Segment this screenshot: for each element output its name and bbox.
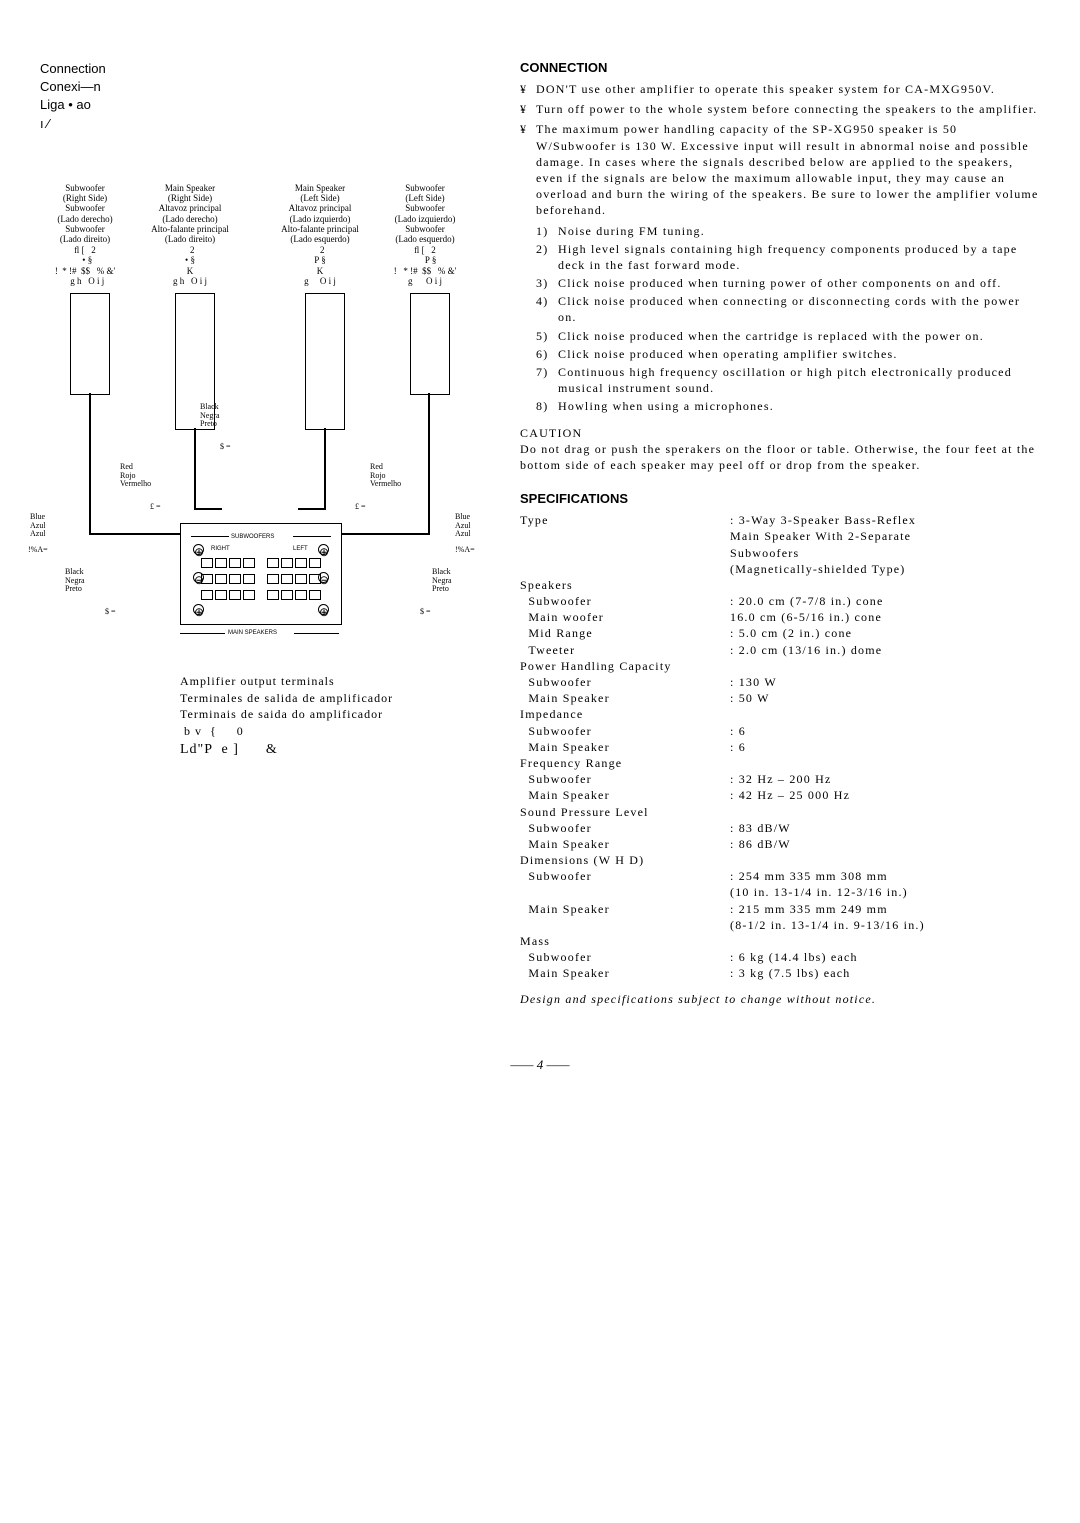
caution-heading: CAUTION: [520, 425, 1040, 441]
amp-sub-label: SUBWOOFERS: [231, 534, 274, 540]
box-sub-right: [70, 293, 110, 395]
caution-text: Do not drag or push the sperakers on the…: [520, 441, 1040, 473]
page-number: —— 4 ——: [40, 1057, 1040, 1073]
dollar-2: $ =: [105, 608, 116, 617]
terminal-icon: ⊖: [193, 572, 204, 583]
caution-block: CAUTION Do not drag or push the speraker…: [520, 425, 1040, 474]
amp-left: LEFT: [293, 546, 308, 552]
dollar-1: $ =: [220, 443, 231, 452]
amp-caption-l4: b v { 0: [180, 723, 490, 740]
bullet-mark: ¥: [520, 101, 536, 117]
n3: Click noise produced when turning power …: [558, 275, 1002, 291]
n7: Continuous high frequency oscillation or…: [558, 364, 1040, 396]
amp-right: RIGHT: [211, 546, 230, 552]
terminal-icon: ⊕: [193, 604, 204, 615]
n4: Click noise produced when connecting or …: [558, 293, 1040, 325]
n8: Howling when using a microphones.: [558, 398, 774, 414]
amp-caption-l1: Amplifier output terminals: [180, 673, 490, 690]
terminal-icon: ⊕: [193, 544, 204, 555]
dollar-3: $ =: [420, 608, 431, 617]
amplifier-box: SUBWOOFERS RIGHT LEFT ⊕ ⊕ ⊖ ⊖ ⊕ ⊕: [180, 523, 342, 625]
header-l3: Liga • ao: [40, 96, 490, 114]
red-label-2: Red Rojo Vermelho: [370, 463, 401, 489]
terminal-icon: ⊖: [318, 572, 329, 583]
percent-2: !%A=: [455, 546, 475, 555]
pound-1: £ =: [150, 503, 161, 512]
blue-label-2: Blue Azul Azul: [455, 513, 471, 539]
spec-speakers-h: Speakers: [520, 577, 1040, 593]
bullet-mark: ¥: [520, 81, 536, 97]
box-sub-left: [410, 293, 450, 395]
black-label-2: Black Negra Preto: [65, 568, 85, 594]
design-note: Design and specifications subject to cha…: [520, 992, 1040, 1007]
black-label-1: Black Negra Preto: [200, 403, 220, 429]
header-l2: Conexi—n: [40, 78, 490, 96]
spec-type: Type : 3-Way 3-Speaker Bass-Reflex Main …: [520, 512, 1040, 577]
n1: Noise during FM tuning.: [558, 223, 705, 239]
box-main-left: [305, 293, 345, 430]
bullet-2-text: Turn off power to the whole system befor…: [536, 101, 1038, 117]
amp-main-label: MAIN SPEAKERS: [228, 630, 277, 636]
n2: High level signals containing high frequ…: [558, 241, 1040, 273]
connection-title: CONNECTION: [520, 60, 1040, 75]
label-sub-left: Subwoofer (Left Side) Subwoofer (Lado iz…: [380, 183, 470, 286]
black-label-3: Black Negra Preto: [432, 568, 452, 594]
numbered-list: 1)Noise during FM tuning. 2)High level s…: [536, 223, 1040, 415]
label-sub-right: Subwoofer (Right Side) Subwoofer (Lado d…: [40, 183, 130, 286]
n6: Click noise produced when operating ampl…: [558, 346, 898, 362]
bullet-1-text: DON'T use other amplifier to operate thi…: [536, 81, 995, 97]
label-main-right: Main Speaker (Right Side) Altavoz princi…: [145, 183, 235, 286]
header-labels: Connection Conexi—n Liga • ao ı ⁄: [40, 60, 490, 133]
bullet-3: ¥ The maximum power handling capacity of…: [520, 121, 1040, 218]
wiring-diagram: Subwoofer (Right Side) Subwoofer (Lado d…: [50, 183, 490, 643]
amp-caption-l2: Terminales de salida de amplificador: [180, 690, 490, 707]
header-l4: ı ⁄: [40, 115, 490, 133]
amp-caption: Amplifier output terminals Terminales de…: [180, 673, 490, 760]
bullet-1: ¥ DON'T use other amplifier to operate t…: [520, 81, 1040, 97]
amp-caption-l5: Ld"P e ] &: [180, 740, 490, 760]
terminal-icon: ⊕: [318, 544, 329, 555]
amp-caption-l3: Terminais de saida do amplificador: [180, 706, 490, 723]
label-main-left: Main Speaker (Left Side) Altavoz princip…: [275, 183, 365, 286]
terminal-icon: ⊕: [318, 604, 329, 615]
bullet-2: ¥ Turn off power to the whole system bef…: [520, 101, 1040, 117]
specs-title: SPECIFICATIONS: [520, 491, 1040, 506]
header-l1: Connection: [40, 60, 490, 78]
red-label-1: Red Rojo Vermelho: [120, 463, 151, 489]
blue-label-1: Blue Azul Azul: [30, 513, 46, 539]
n5: Click noise produced when the cartridge …: [558, 328, 984, 344]
bullet-mark: ¥: [520, 121, 536, 218]
pound-2: £ =: [355, 503, 366, 512]
bullet-3-text: The maximum power handling capacity of t…: [536, 121, 1040, 218]
percent-1: !%A=: [28, 546, 48, 555]
